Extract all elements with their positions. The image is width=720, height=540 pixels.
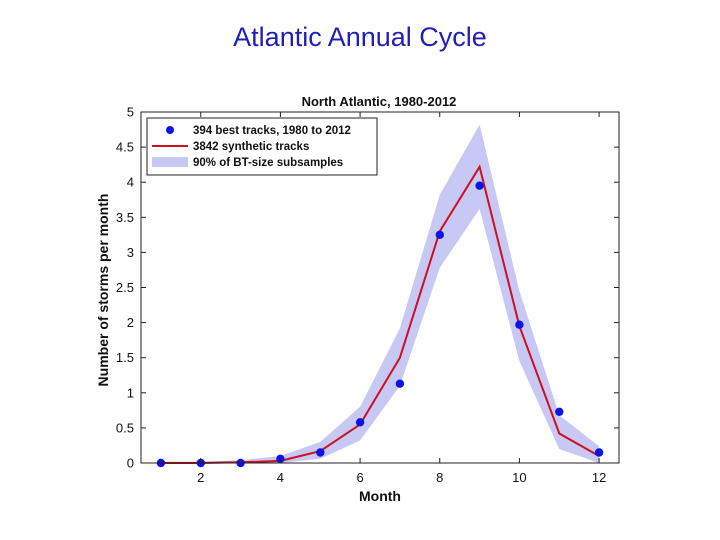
legend-label-synthetic: 3842 synthetic tracks <box>193 141 309 153</box>
y-tick-label: 5 <box>127 105 134 120</box>
x-axis-label: Month <box>359 488 401 504</box>
best-track-point <box>355 418 365 427</box>
legend-marker-subsamples <box>152 157 188 167</box>
best-track-point <box>515 320 524 329</box>
y-axis-label: Number of storms per month <box>95 194 111 387</box>
x-axis: 2 4 6 8 10 12 <box>197 112 606 485</box>
x-tick-label: 12 <box>592 470 606 485</box>
y-tick-label: 3.5 <box>116 210 134 225</box>
legend-label-best-tracks: 394 best tracks, 1980 to 2012 <box>193 125 351 137</box>
line-layer <box>160 164 600 464</box>
x-tick-label: 8 <box>436 470 443 485</box>
best-track-point <box>555 407 564 416</box>
y-tick-label: 2 <box>127 315 134 330</box>
y-tick-label: 1.5 <box>116 350 134 365</box>
x-tick-label: 2 <box>197 470 204 485</box>
best-track-point <box>395 379 405 388</box>
y-axis: 0 0.5 1 1.5 2 2.5 3 3.5 4 4.5 5 <box>116 105 619 471</box>
legend-marker-best-tracks <box>166 126 174 134</box>
y-tick-label: 3 <box>127 245 134 260</box>
legend: 394 best tracks, 1980 to 2012 3842 synth… <box>146 117 378 176</box>
x-tick-label: 10 <box>512 470 526 485</box>
y-tick-label: 4 <box>127 175 134 190</box>
best-track-point <box>435 230 444 239</box>
y-tick-label: 0 <box>127 456 134 471</box>
x-tick-label: 6 <box>356 470 363 485</box>
legend-label-subsamples: 90% of BT-size subsamples <box>193 157 343 169</box>
best-track-point <box>316 448 325 457</box>
chart-title: North Atlantic, 1980-2012 <box>302 94 457 109</box>
y-tick-label: 2.5 <box>116 280 134 295</box>
y-tick-label: 1 <box>127 385 134 400</box>
best-track-point <box>475 181 484 190</box>
synthetic-tracks-line <box>160 164 600 464</box>
slide-title: Atlantic Annual Cycle <box>233 22 487 52</box>
best-track-point <box>594 448 604 457</box>
y-tick-label: 0.5 <box>116 420 134 435</box>
y-tick-label: 4.5 <box>116 140 134 155</box>
x-tick-label: 4 <box>277 470 284 485</box>
